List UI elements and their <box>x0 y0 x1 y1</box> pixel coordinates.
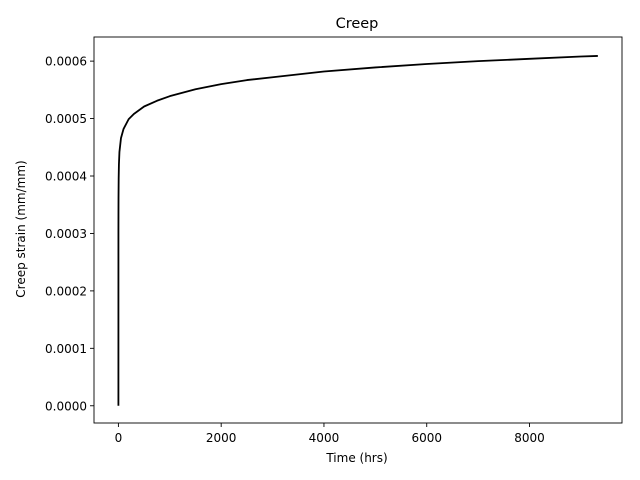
y-axis: 0.0000 0.0001 0.0002 0.0003 0.0004 0.0005 0.00… <box>45 55 94 413</box>
creep-curve-line <box>117 55 598 406</box>
y-tick-label: 0.0003 <box>45 227 87 241</box>
y-tick-label: 0.0004 <box>45 170 87 184</box>
x-tick-label: 8000 <box>514 431 545 445</box>
x-tick-label: 4000 <box>309 431 340 445</box>
y-tick-label: 0.0000 <box>45 399 87 413</box>
y-tick-label: 0.0005 <box>45 112 87 126</box>
x-tick-label: 0 <box>115 431 123 445</box>
y-axis-label: Creep strain (mm/mm) <box>14 160 28 297</box>
axes-frame <box>93 36 623 424</box>
x-tick-label: 2000 <box>206 431 237 445</box>
y-tick-label: 0.0001 <box>45 342 87 356</box>
x-axis: 0 2000 4000 6000 8000 <box>115 423 545 445</box>
plot-area <box>93 36 623 424</box>
x-axis-label: Time (hrs) <box>325 451 387 465</box>
x-tick-label: 6000 <box>411 431 442 445</box>
y-tick-label: 0.0002 <box>45 284 87 298</box>
y-tick-label: 0.0006 <box>45 55 87 69</box>
chart-title: Creep <box>336 16 379 32</box>
